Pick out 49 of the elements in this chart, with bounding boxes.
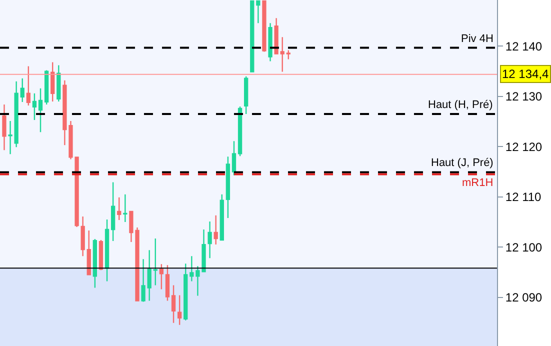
- y-tick-label: 12 090: [505, 290, 542, 304]
- candlestick: [92, 238, 98, 288]
- candlestick: [117, 196, 122, 221]
- candlestick: [274, 17, 278, 54]
- candlestick: [226, 156, 230, 219]
- candlestick: [26, 66, 30, 106]
- candlestick: [268, 22, 272, 62]
- candlestick: [50, 62, 55, 102]
- ref-line-label: Piv 4H: [461, 33, 494, 45]
- y-tick-label: 12 100: [505, 240, 542, 254]
- candlestick: [286, 50, 290, 60]
- candlestick: [110, 182, 116, 242]
- candlestick: [141, 258, 146, 302]
- candlestick: [208, 220, 212, 259]
- candlestick: [98, 239, 104, 271]
- candlestick: [153, 238, 158, 286]
- ref-line-label: Haut (H, Pré): [428, 99, 493, 111]
- candlestick: [244, 76, 248, 115]
- y-tick-label: 12 120: [505, 140, 542, 154]
- y-tick-label: 12 140: [505, 39, 542, 54]
- candlestick: [86, 230, 91, 276]
- candlestick: [2, 104, 6, 151]
- candlestick: [80, 216, 85, 257]
- y-tick-label: 12 130: [505, 90, 542, 104]
- candlestick: [104, 218, 110, 282]
- candlestick: [250, 0, 254, 72]
- candlestick: [220, 194, 224, 241]
- y-tick-label: 12 110: [505, 190, 542, 204]
- candlestick: [262, 0, 266, 52]
- candlestick: [123, 194, 128, 223]
- ref-line-label: mR1H: [462, 177, 494, 189]
- candlestick: [147, 249, 152, 302]
- candlestick: [44, 70, 49, 106]
- candlestick: [256, 0, 260, 24]
- ref-line-label: Haut (J, Pré): [431, 157, 494, 169]
- candlestick: [165, 264, 170, 302]
- candlestick: [238, 106, 242, 157]
- candlestick: [159, 264, 164, 290]
- candlestick: [32, 92, 37, 121]
- candlestick: [214, 214, 218, 246]
- candlestick: [232, 140, 236, 176]
- candlestick: [280, 36, 284, 72]
- candlestick: [56, 64, 61, 102]
- ref-line-label: 12 134,4: [502, 67, 550, 81]
- candlestick: [20, 78, 24, 103]
- candlestick: [184, 263, 188, 321]
- candlestick: [171, 284, 176, 324]
- candlestick: [177, 294, 182, 326]
- candlestick: [38, 88, 43, 133]
